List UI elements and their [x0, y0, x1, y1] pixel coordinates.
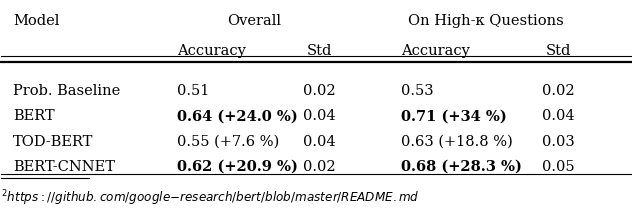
Text: 0.63 (+18.8 %): 0.63 (+18.8 %) — [401, 135, 513, 149]
Text: 0.03: 0.03 — [542, 135, 575, 149]
Text: Accuracy: Accuracy — [401, 44, 470, 58]
Text: On High-κ Questions: On High-κ Questions — [408, 14, 564, 28]
Text: 0.51: 0.51 — [177, 84, 210, 98]
Text: 0.53: 0.53 — [401, 84, 434, 98]
Text: 0.04: 0.04 — [303, 135, 336, 149]
Text: 0.04: 0.04 — [542, 109, 575, 123]
Text: Std: Std — [546, 44, 571, 58]
Text: 0.02: 0.02 — [303, 84, 336, 98]
Text: 0.02: 0.02 — [542, 84, 575, 98]
Text: Std: Std — [307, 44, 332, 58]
Text: 0.64 (+24.0 %): 0.64 (+24.0 %) — [177, 109, 298, 123]
Text: Model: Model — [13, 14, 59, 28]
Text: BERT-CNNET: BERT-CNNET — [13, 160, 115, 174]
Text: Overall: Overall — [228, 14, 281, 28]
Text: Prob. Baseline: Prob. Baseline — [13, 84, 121, 98]
Text: 0.62 (+20.9 %): 0.62 (+20.9 %) — [177, 160, 298, 174]
Text: Accuracy: Accuracy — [177, 44, 246, 58]
Text: TOD-BERT: TOD-BERT — [13, 135, 94, 149]
Text: BERT: BERT — [13, 109, 55, 123]
Text: 0.05: 0.05 — [542, 160, 575, 174]
Text: 0.55 (+7.6 %): 0.55 (+7.6 %) — [177, 135, 279, 149]
Text: 0.71 (+34 %): 0.71 (+34 %) — [401, 109, 507, 123]
Text: 0.68 (+28.3 %): 0.68 (+28.3 %) — [401, 160, 522, 174]
Text: 0.02: 0.02 — [303, 160, 336, 174]
Text: 0.04: 0.04 — [303, 109, 336, 123]
Text: $^{2}$$\it{https://github.com/google}$$\it{-research/bert/blob/master/README.md}: $^{2}$$\it{https://github.com/google}$$\… — [1, 188, 419, 208]
